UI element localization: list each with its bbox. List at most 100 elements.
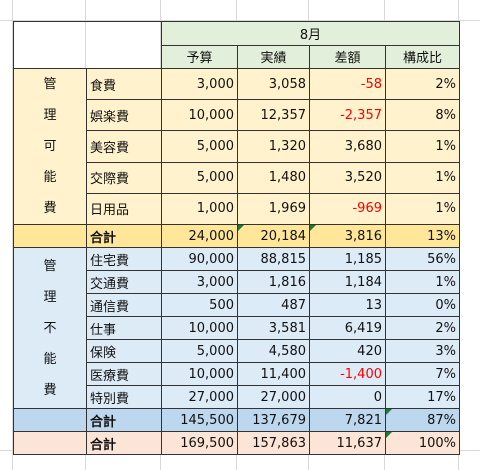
ratio-cell[interactable]: 17% — [385, 385, 460, 409]
diff-cell[interactable]: -2,357 — [309, 99, 386, 132]
section2-label[interactable]: 管 理 不 能 費 — [13, 247, 87, 409]
col-header-budget[interactable]: 予算 — [161, 44, 238, 69]
diff-cell[interactable]: 420 — [309, 339, 386, 363]
grand-actual-cell[interactable]: 157,863 — [237, 431, 310, 455]
col-header-ratio[interactable]: 構成比 — [385, 44, 460, 69]
ratio-cell[interactable]: 0% — [385, 293, 460, 317]
actual-cell[interactable]: 88,815 — [237, 247, 310, 271]
budget-cell[interactable]: 5,000 — [161, 161, 238, 194]
table-row: 保険 5,000 4,580 420 3% — [14, 339, 460, 363]
actual-cell[interactable]: 3,058 — [237, 67, 310, 101]
diff-total-cell[interactable]: 3,816 — [309, 224, 386, 248]
section1-label[interactable]: 管 理 可 能 費 — [13, 68, 87, 225]
ratio-cell[interactable]: 1% — [385, 161, 460, 194]
ratio-cell[interactable]: 56% — [385, 247, 460, 271]
diff-cell[interactable]: 1,185 — [309, 247, 386, 271]
item-name[interactable]: 通信費 — [86, 293, 162, 317]
budget-cell[interactable]: 10,000 — [161, 99, 238, 132]
section1-label-char: 管 — [43, 77, 57, 92]
actual-cell[interactable]: 27,000 — [237, 385, 310, 409]
actual-cell[interactable]: 1,320 — [237, 130, 310, 163]
section1-label-char: 能 — [43, 170, 57, 185]
budget-cell[interactable]: 5,000 — [161, 339, 238, 363]
col-header-diff[interactable]: 差額 — [309, 44, 386, 69]
month-header-row: 8月 — [13, 21, 460, 69]
budget-cell[interactable]: 10,000 — [161, 362, 238, 386]
actual-cell[interactable]: 11,400 — [237, 362, 310, 386]
actual-cell[interactable]: 1,480 — [237, 161, 310, 194]
table-row: 管 理 不 能 費 住宅費 90,000 88,815 1,185 56% — [13, 247, 460, 409]
grand-total-spacer[interactable] — [13, 431, 87, 455]
budget-cell[interactable]: 3,000 — [161, 270, 238, 294]
item-name[interactable]: 美容費 — [86, 130, 162, 163]
actual-total-cell[interactable]: 137,679 — [237, 408, 310, 432]
diff-cell[interactable]: 1,184 — [309, 270, 386, 294]
budget-cell[interactable]: 500 — [161, 293, 238, 317]
diff-cell[interactable]: 0 — [309, 385, 386, 409]
corner-cell[interactable] — [13, 21, 162, 69]
budget-total-cell[interactable]: 145,500 — [161, 408, 238, 432]
section2-label-char: 管 — [43, 258, 57, 274]
grand-diff-cell[interactable]: 11,637 — [309, 431, 386, 455]
actual-cell[interactable]: 1,816 — [237, 270, 310, 294]
ratio-cell[interactable]: 1% — [385, 270, 460, 294]
total-label[interactable]: 合計 — [86, 224, 162, 248]
ratio-cell[interactable]: 1% — [385, 192, 460, 226]
item-name[interactable]: 娯楽費 — [86, 99, 162, 132]
actual-cell[interactable]: 12,357 — [237, 99, 310, 132]
diff-total-cell[interactable]: 7,821 — [309, 408, 386, 432]
item-name[interactable]: 保険 — [86, 339, 162, 363]
actual-cell[interactable]: 4,580 — [237, 339, 310, 363]
ratio-cell[interactable]: 8% — [385, 99, 460, 132]
budget-cell[interactable]: 27,000 — [161, 385, 238, 409]
item-name[interactable]: 交通費 — [86, 270, 162, 294]
diff-cell[interactable]: 6,419 — [309, 316, 386, 340]
table-row: 仕事 10,000 3,581 6,419 2% — [14, 316, 460, 340]
diff-cell[interactable]: 3,520 — [309, 161, 386, 194]
diff-cell[interactable]: -1,400 — [309, 362, 386, 386]
item-name[interactable]: 仕事 — [86, 316, 162, 340]
ratio-total-cell[interactable]: 13% — [385, 224, 460, 248]
section2-label-char: 能 — [43, 351, 57, 367]
ratio-cell[interactable]: 3% — [385, 339, 460, 363]
budget-cell[interactable]: 5,000 — [161, 130, 238, 163]
budget-total-cell[interactable]: 24,000 — [161, 224, 238, 248]
table-row: 美容費 5,000 1,320 3,680 1% — [14, 130, 460, 163]
ratio-total-cell[interactable]: 87% — [385, 408, 460, 432]
diff-cell[interactable]: 13 — [309, 293, 386, 317]
ratio-cell[interactable]: 2% — [385, 316, 460, 340]
grand-total-label[interactable]: 合計 — [86, 431, 162, 455]
diff-cell[interactable]: -969 — [309, 192, 386, 226]
total-label[interactable]: 合計 — [86, 408, 162, 432]
item-name[interactable]: 医療費 — [86, 362, 162, 386]
budget-cell[interactable]: 3,000 — [161, 67, 238, 101]
diff-cell[interactable]: 3,680 — [309, 130, 386, 163]
grand-budget-cell[interactable]: 169,500 — [161, 431, 238, 455]
actual-cell[interactable]: 1,969 — [237, 192, 310, 226]
item-name[interactable]: 日用品 — [86, 192, 162, 226]
total-label-spacer[interactable] — [13, 224, 87, 248]
item-name[interactable]: 住宅費 — [86, 247, 162, 271]
item-name[interactable]: 特別費 — [86, 385, 162, 409]
month-header[interactable]: 8月 — [161, 21, 460, 46]
actual-total-cell[interactable]: 20,184 — [237, 224, 310, 248]
budget-cell[interactable]: 1,000 — [161, 192, 238, 226]
col-header-actual[interactable]: 実績 — [237, 44, 310, 69]
section2-label-char: 不 — [43, 320, 57, 336]
diff-cell[interactable]: -58 — [309, 67, 386, 101]
total-label-spacer[interactable] — [13, 408, 87, 432]
section1-label-char: 理 — [43, 108, 57, 123]
ratio-cell[interactable]: 1% — [385, 130, 460, 163]
grand-ratio-cell[interactable]: 100% — [385, 431, 460, 455]
column-header-row: 予算 実績 差額 構成比 — [14, 44, 460, 69]
ratio-cell[interactable]: 2% — [385, 67, 460, 101]
grand-total-row: 合計 169,500 157,863 11,637 100% — [13, 431, 460, 455]
item-name[interactable]: 食費 — [86, 67, 162, 101]
item-name[interactable]: 交際費 — [86, 161, 162, 194]
budget-cell[interactable]: 10,000 — [161, 316, 238, 340]
actual-cell[interactable]: 3,581 — [237, 316, 310, 340]
actual-cell[interactable]: 487 — [237, 293, 310, 317]
budget-cell[interactable]: 90,000 — [161, 247, 238, 271]
table-row: 娯楽費 10,000 12,357 -2,357 8% — [14, 99, 460, 132]
ratio-cell[interactable]: 7% — [385, 362, 460, 386]
